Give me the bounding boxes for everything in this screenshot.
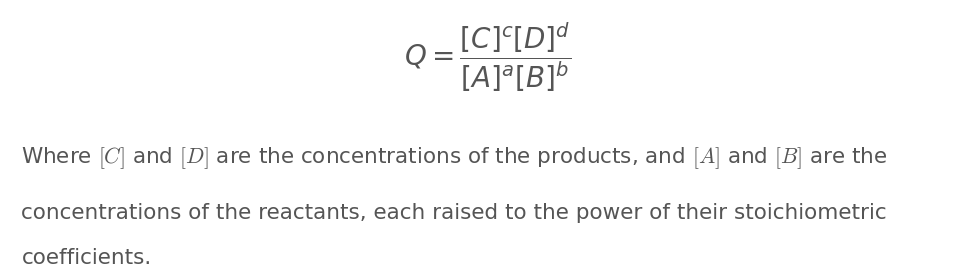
Text: Where $[C]$ and $[D]$ are the concentrations of the products, and $[A]$ and $[B]: Where $[C]$ and $[D]$ are the concentrat…	[21, 146, 888, 171]
Text: $Q = \dfrac{[C]^c[D]^d}{[A]^a[B]^b}$: $Q = \dfrac{[C]^c[D]^d}{[A]^a[B]^b}$	[404, 20, 572, 94]
Text: concentrations of the reactants, each raised to the power of their stoichiometri: concentrations of the reactants, each ra…	[21, 203, 887, 223]
Text: coefficients.: coefficients.	[21, 248, 151, 268]
